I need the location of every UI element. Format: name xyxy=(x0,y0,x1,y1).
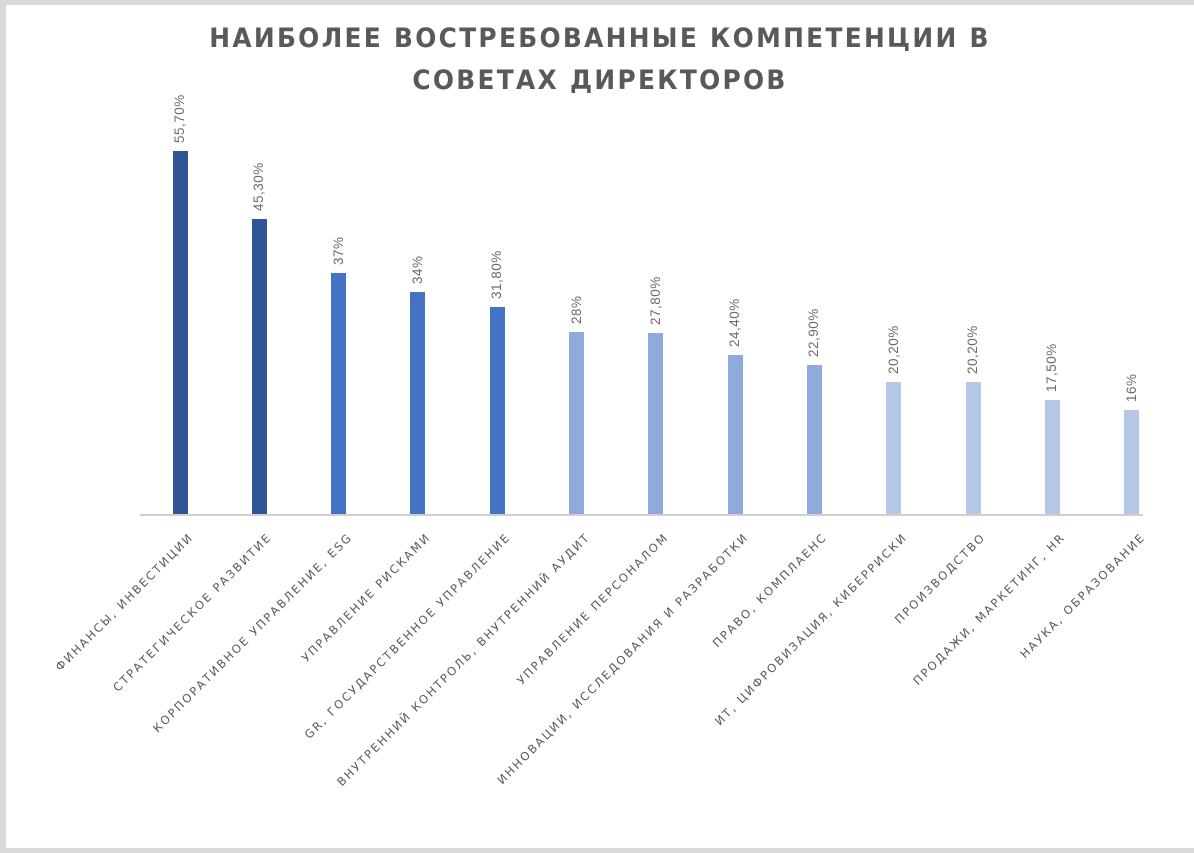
data-label: 20,20% xyxy=(965,325,980,375)
data-label: 16% xyxy=(1123,373,1139,402)
bar xyxy=(1124,409,1140,514)
bar xyxy=(489,306,505,514)
bar xyxy=(331,272,347,514)
data-label: 17,50% xyxy=(1044,343,1060,392)
data-label: 34% xyxy=(409,255,425,285)
x-axis-line xyxy=(140,514,1143,516)
bar xyxy=(410,292,426,514)
bar xyxy=(648,332,664,514)
chart-title: НАИБОЛЕЕ ВОСТРЕБОВАННЫЕ КОМПЕТЕНЦИИ В СО… xyxy=(48,18,1152,102)
data-label: 45,30% xyxy=(251,161,267,211)
data-label: 20,20% xyxy=(885,325,901,375)
data-label: 27,80% xyxy=(647,276,663,325)
data-label: 28% xyxy=(568,294,584,324)
bar xyxy=(172,151,188,514)
chart-frame xyxy=(6,5,1194,848)
chart-title-line-1: НАИБОЛЕЕ ВОСТРЕБОВАННЫЕ КОМПЕТЕНЦИИ В xyxy=(209,23,991,54)
chart-title-line-2: СОВЕТАХ ДИРЕКТОРОВ xyxy=(412,65,788,96)
bar xyxy=(727,354,743,514)
data-label: 37% xyxy=(330,236,346,265)
bar xyxy=(1044,399,1060,514)
bar xyxy=(251,218,267,514)
data-label: 24,40% xyxy=(727,298,743,347)
bar xyxy=(886,382,902,514)
bar xyxy=(569,331,584,514)
data-label: 55,70% xyxy=(172,94,187,143)
bar xyxy=(965,382,981,514)
bar xyxy=(806,364,822,514)
data-label: 31,80% xyxy=(489,249,505,299)
data-label: 22,90% xyxy=(806,307,822,357)
